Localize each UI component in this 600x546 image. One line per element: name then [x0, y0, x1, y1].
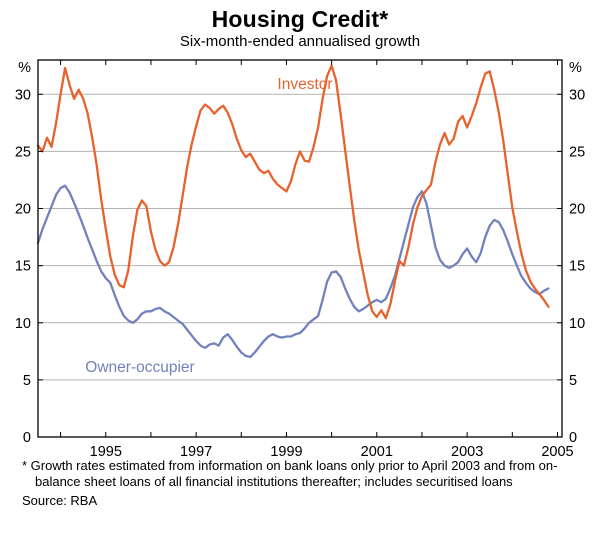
xtick-label-1997: 1997	[180, 444, 212, 460]
chart-source: Source: RBA	[22, 492, 98, 508]
plot-frame	[37, 59, 563, 438]
ytick-label-right-30: 30	[569, 87, 585, 103]
investor-series-label: Investor	[277, 76, 333, 93]
ytick-label-left-20: 20	[15, 202, 31, 218]
ytick-label-right-25: 25	[569, 144, 585, 160]
unit-right: %	[569, 60, 582, 76]
chart-footnote: * Growth rates estimated from informatio…	[22, 458, 558, 489]
xtick-label-2005: 2005	[541, 444, 573, 460]
owner-occupier-line	[36, 184, 550, 359]
xtick-label-2001: 2001	[361, 444, 393, 460]
ytick-label-left-25: 25	[15, 144, 31, 160]
notes-block: * Growth rates estimated from informatio…	[22, 458, 582, 509]
ytick-label-right-15: 15	[569, 259, 585, 275]
ytick-label-right-20: 20	[569, 202, 585, 218]
chart-title: Housing Credit*	[211, 6, 389, 32]
xtick-label-2003: 2003	[451, 444, 483, 460]
ytick-label-right-0: 0	[569, 430, 577, 446]
investor-line	[36, 64, 550, 320]
xtick-label-1999: 1999	[270, 444, 302, 460]
chart-subtitle: Six-month-ended annualised growth	[179, 33, 421, 50]
ytick-label-left-0: 0	[23, 430, 31, 446]
ytick-label-left-10: 10	[15, 316, 31, 332]
xtick-label-1995: 1995	[90, 444, 122, 460]
owner-occupier-series-label: Owner-occupier	[85, 359, 195, 376]
ytick-label-right-5: 5	[569, 373, 577, 389]
ytick-label-right-10: 10	[569, 316, 585, 332]
ytick-label-left-30: 30	[15, 87, 31, 103]
ytick-label-left-15: 15	[15, 259, 31, 275]
ytick-label-left-5: 5	[23, 373, 31, 389]
unit-left: %	[18, 60, 31, 76]
